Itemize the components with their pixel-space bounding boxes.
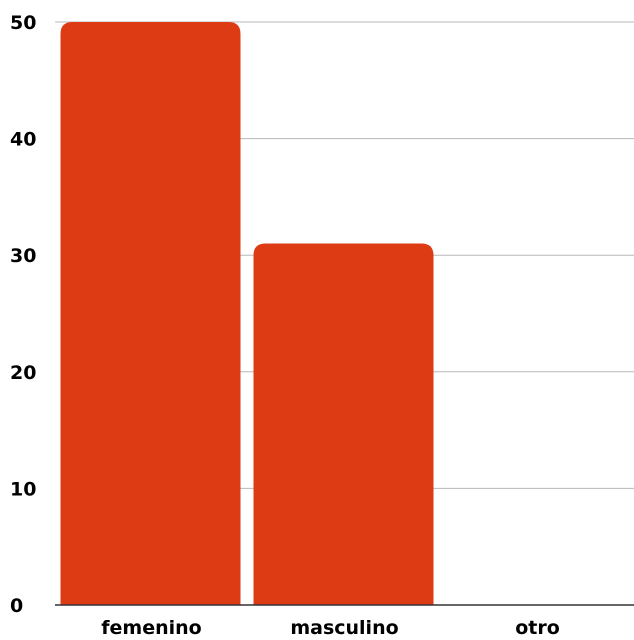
- y-tick-label-40: 40: [10, 129, 36, 151]
- x-category-label-masculino: masculino: [290, 617, 398, 639]
- y-axis-ticks: 0 10 20 30 40 50: [10, 12, 36, 617]
- y-tick-label-30: 30: [10, 245, 36, 267]
- bar-femenino: [60, 22, 241, 605]
- bar-masculino: [253, 243, 434, 606]
- x-axis-labels: femenino masculino otro: [101, 617, 560, 639]
- y-tick-label-0: 0: [10, 595, 23, 617]
- x-category-label-otro: otro: [515, 617, 560, 639]
- bars: [60, 22, 434, 606]
- y-tick-label-10: 10: [10, 478, 36, 500]
- x-category-label-femenino: femenino: [101, 617, 201, 639]
- y-tick-label-50: 50: [10, 12, 36, 34]
- y-tick-label-20: 20: [10, 362, 36, 384]
